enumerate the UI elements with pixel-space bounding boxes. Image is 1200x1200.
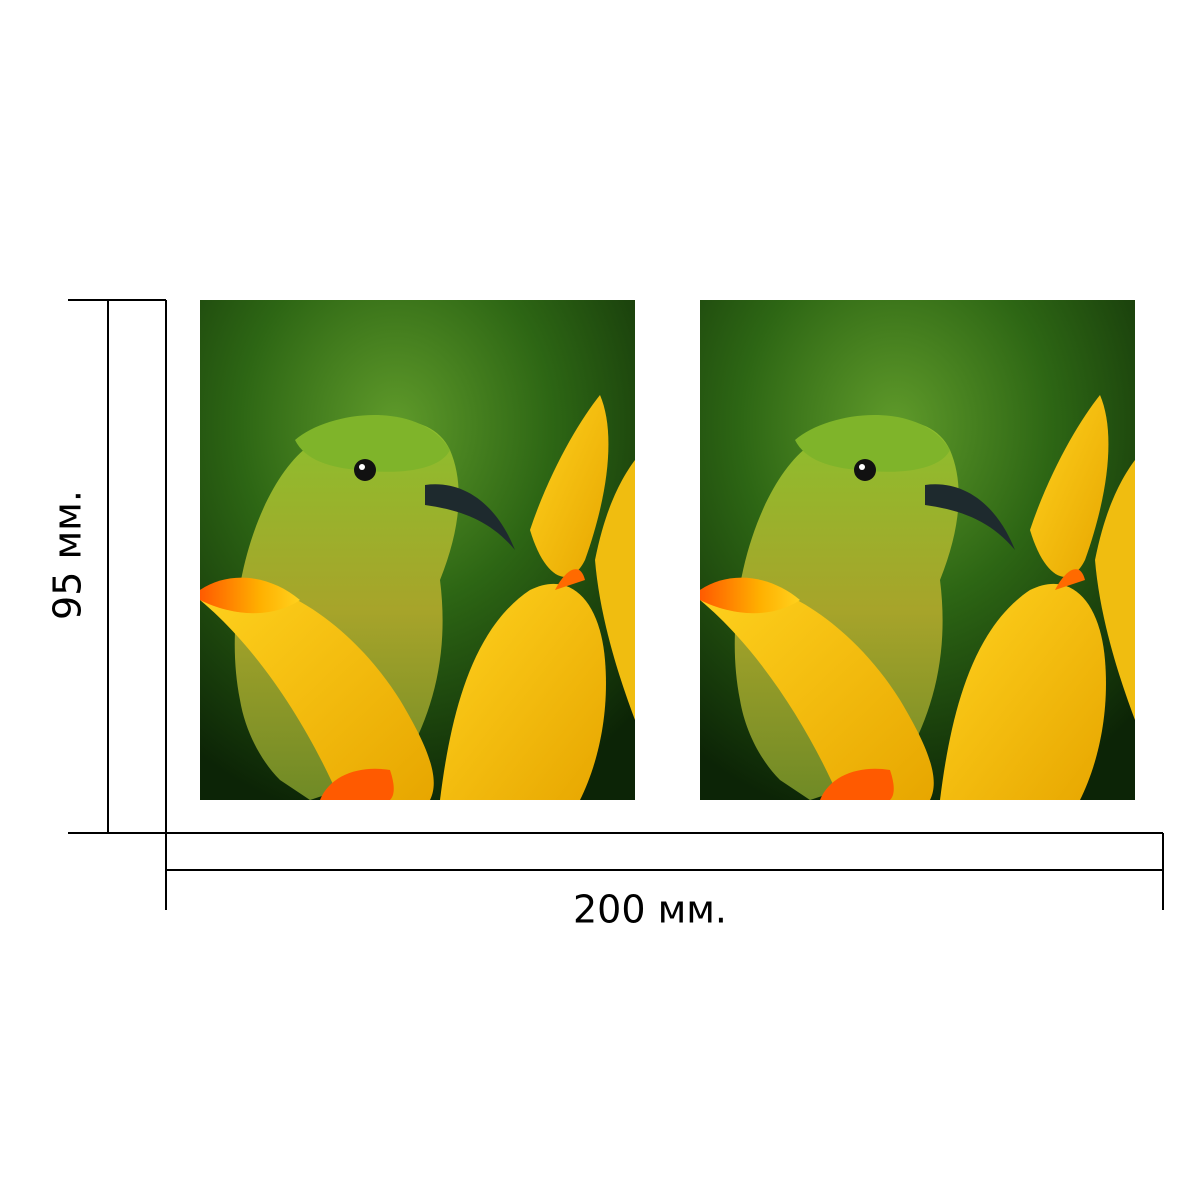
width-dimension: 200 мм. bbox=[165, 832, 1164, 932]
product-image-left bbox=[200, 300, 635, 800]
height-dimension: 95 мм. bbox=[46, 299, 167, 834]
width-label: 200 мм. bbox=[573, 888, 727, 932]
height-label: 95 мм. bbox=[46, 490, 90, 620]
product-image-right bbox=[700, 300, 1135, 800]
